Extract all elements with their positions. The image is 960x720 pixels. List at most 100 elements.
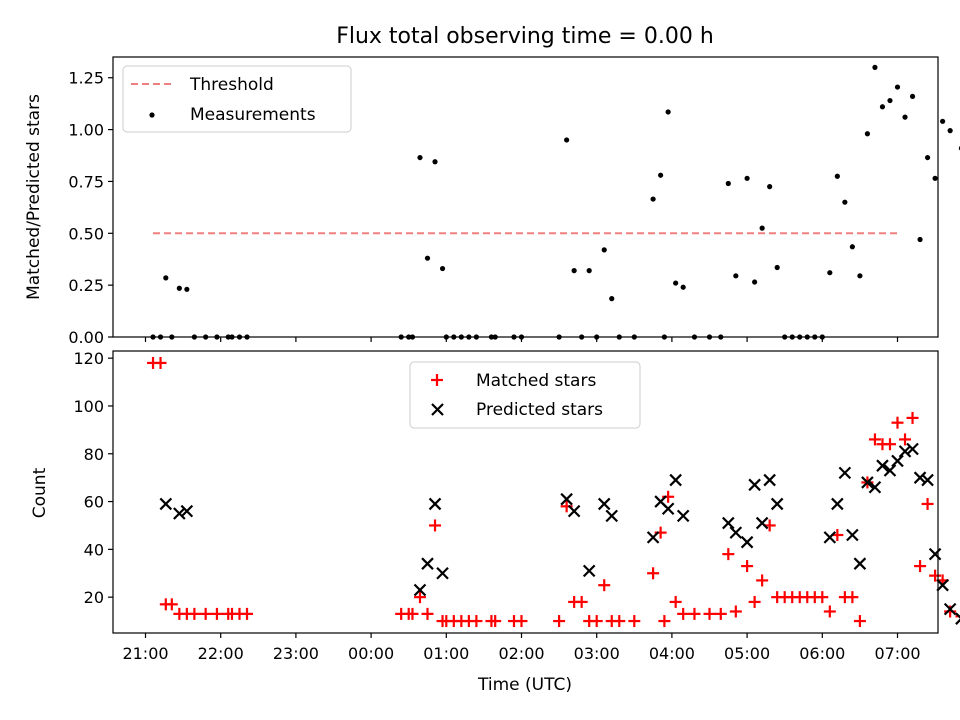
x-tick-label: 03:00: [574, 644, 620, 663]
measurement-point: [680, 284, 686, 290]
predicted-point: [646, 531, 660, 544]
top-y-tick-label: 0.25: [68, 276, 104, 295]
predicted-point: [180, 504, 194, 518]
matched-point: [899, 433, 912, 446]
predicted-point: [898, 445, 912, 458]
matched-point: [846, 591, 859, 604]
predicted-point: [770, 497, 784, 511]
matched-point: [598, 579, 611, 592]
predicted-point: [846, 528, 859, 542]
matched-point: [658, 615, 671, 628]
predicted-point: [755, 516, 769, 530]
measurement-point: [924, 154, 931, 161]
measurement-point: [887, 97, 893, 104]
matched-point: [647, 567, 660, 580]
legend-predicted-label: Predicted stars: [476, 400, 603, 420]
x-tick-label: 07:00: [874, 644, 920, 663]
predicted-point: [876, 459, 889, 472]
bottom-panel: 20 40 60 80 100 120 21:00 22:00 23:00 00:00 01:00…: [30, 349, 960, 695]
matched-point: [210, 607, 223, 620]
matched-point: [165, 598, 178, 611]
predicted-point: [740, 535, 754, 549]
x-tick-label: 22:00: [198, 644, 244, 663]
measurement-point: [733, 273, 739, 279]
matched-point: [906, 411, 919, 424]
top-y-axis-label: Matched/Predicted stars: [24, 94, 44, 300]
measurement-point: [879, 104, 886, 110]
matched-point: [677, 607, 690, 620]
measurement-point: [932, 175, 938, 181]
top-y-tick-label: 1.25: [68, 69, 104, 88]
bottom-y-tick-label: 120: [73, 349, 104, 368]
bottom-y-axis-label: Count: [30, 467, 50, 518]
bottom-y-tick-label: 40: [84, 540, 104, 559]
measurement-point: [673, 280, 679, 286]
measurement-point: [834, 173, 840, 179]
top-y-tick-label: 0.00: [68, 328, 104, 347]
matched-point: [714, 607, 727, 620]
bottom-y-tick-label: 80: [84, 445, 104, 464]
predicted-point: [831, 497, 844, 511]
matched-point: [241, 607, 254, 620]
predicted-point: [567, 504, 581, 518]
matched-point: [515, 615, 528, 628]
bottom-y-tick-label: 60: [84, 493, 104, 512]
bottom-legend: Matched stars Predicted stars: [409, 361, 641, 429]
x-tick-label: 21:00: [122, 644, 168, 663]
legend-matched-label: Matched stars: [476, 371, 596, 391]
predicted-point: [913, 471, 927, 484]
measurement-point: [827, 270, 833, 276]
bottom-y-tick-label: 100: [73, 397, 104, 416]
matched-point: [741, 560, 754, 573]
measurement-point: [909, 93, 916, 100]
top-y-tick-label: 1.00: [68, 121, 104, 140]
x-tick-label: 02:00: [498, 644, 544, 663]
predicted-point: [955, 612, 960, 625]
predicted-point: [883, 464, 897, 477]
matched-point: [413, 591, 426, 604]
bottom-y-tick-label: 20: [84, 588, 104, 607]
predicted-point: [853, 557, 867, 570]
matched-point: [729, 605, 742, 618]
measurement-point: [417, 154, 423, 161]
top-y-tick-label: 0.50: [68, 224, 104, 243]
measurement-point: [163, 275, 169, 281]
matched-point: [628, 615, 641, 628]
predicted-point: [936, 578, 949, 592]
legend-threshold-label: Threshold: [189, 75, 274, 95]
matched-point: [199, 607, 212, 620]
legend-predicted-swatch: [431, 403, 444, 416]
matched-point: [955, 615, 960, 618]
predicted-point: [861, 476, 874, 489]
measurement-point: [759, 225, 765, 231]
measurement-point: [650, 196, 656, 202]
predicted-point: [763, 473, 776, 487]
measurement-point: [752, 279, 758, 285]
matched-point: [853, 615, 866, 628]
measurement-point: [586, 268, 592, 274]
matched-point: [722, 548, 735, 561]
measurement-point: [902, 114, 908, 120]
top-legend: Threshold Measurements: [122, 65, 352, 133]
measurement-point: [842, 199, 848, 205]
measurement-point: [571, 268, 577, 274]
predicted-point: [823, 531, 837, 544]
x-tick-label: 04:00: [649, 644, 695, 663]
measurement-point: [917, 236, 923, 243]
top-panel: 0.00 0.25 0.50 0.75 1.00 1.25 Matched/Predict…: [24, 56, 960, 347]
predicted-point: [906, 442, 919, 456]
predicted-point: [722, 516, 735, 530]
measurement-point: [849, 244, 855, 250]
predicted-point: [891, 454, 904, 468]
predicted-point: [943, 602, 957, 616]
measurement-point: [439, 265, 446, 272]
matched-point: [669, 595, 682, 608]
measurement-point: [184, 286, 190, 292]
legend-measurements-swatch: [149, 112, 155, 118]
matched-point: [575, 595, 588, 608]
predicted-point: [661, 502, 675, 516]
x-tick-label: 06:00: [799, 644, 845, 663]
bottom-x-ticks: 21:00 22:00 23:00 00:00 01:00 02:00 03:00 04:00…: [122, 633, 921, 663]
predicted-point: [669, 473, 682, 487]
measurement-point: [947, 128, 953, 134]
